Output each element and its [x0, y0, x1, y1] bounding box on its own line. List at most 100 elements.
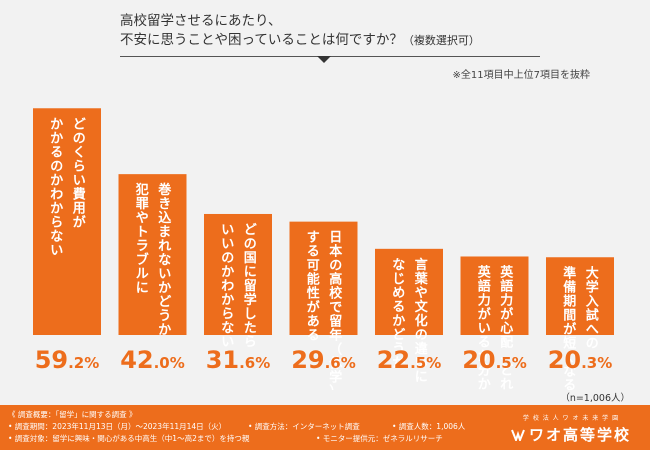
bar-3-label-char: 学 [244, 292, 257, 308]
bar-3-label-char: い [221, 335, 234, 350]
bar-7-label-char: な [563, 364, 576, 379]
survey-provider: • モニター提供元：ゼネラルリサーチ [316, 434, 443, 443]
logo-name: ワオ高等学校 [528, 426, 631, 444]
bar-2 [118, 174, 187, 335]
bar-3-label-char: 国 [244, 251, 257, 266]
school-logo: 学 校 法 人 ワ オ 未 来 学 園 ワオ高等学校 [506, 413, 636, 445]
survey-target: • 調査対象：留学に興味・関心がある中高生（中1～高2まで）を持つ親 [8, 434, 250, 443]
bar-4-label-char: る [307, 245, 320, 260]
survey-respondents: • 調査人数：1,006人 [392, 422, 466, 431]
bar-2-label-char: に [136, 281, 149, 296]
bar-3-label-char: た [244, 321, 257, 336]
bar-7-label-char: の [586, 336, 599, 351]
bar-4-label-char: 年 [329, 328, 342, 344]
title-question: 不安に思うことや困っていることは何ですか？ [120, 32, 403, 48]
bar-6-label-char: か [478, 377, 491, 390]
bar-5-label-char: か [392, 314, 405, 329]
bar-5-label-char: 化 [415, 313, 428, 329]
bar-6-label-char: 力 [500, 292, 513, 308]
bar-2-label-char: 巻 [157, 182, 172, 198]
bar-1-label-char: か [50, 117, 63, 132]
bar-6-label-char: か [478, 349, 491, 364]
chart-title: 高校留学させるにあたり、 不安に思うことや困っていることは何ですか？（複数選択可… [120, 12, 540, 50]
bar-7-label-char: 準 [563, 265, 576, 281]
bar-1-label-char: ど [73, 117, 86, 132]
bar-6-label-char: 力 [478, 292, 491, 308]
bar-2-label-char: ど [158, 295, 171, 310]
bar-1-label-char: ら [50, 215, 63, 230]
bar-3-label-char: な [221, 321, 234, 336]
bar-7-label-char: が [563, 321, 576, 337]
bar-5-label-char: 文 [415, 299, 429, 315]
logo-name-wrapper: ワオ高等学校 [506, 424, 636, 445]
bar-3-label-char: の [244, 237, 257, 252]
bar-6-label-char: 、 [500, 349, 513, 364]
bar-4-label-char: 可 [307, 259, 320, 274]
survey-method: • 調査方法：インターネット調査 [248, 422, 360, 431]
bar-7-label-char: 入 [586, 294, 599, 309]
bar-6-label-char: が [500, 306, 513, 322]
bar-2-label-char: ト [136, 225, 149, 240]
bar-7-label-char: 短 [563, 335, 576, 351]
bar-5-label-char: や [415, 286, 428, 301]
bar-3-label-char: し [244, 307, 257, 322]
subset-note: ※全11項目中上位7項目を抜粋 [452, 70, 590, 81]
bar-5 [375, 248, 443, 335]
bar-5-label-char: う [392, 342, 405, 357]
bar-1-label-char: 費 [73, 186, 86, 202]
bar-5-label-char: め [392, 286, 405, 301]
title-line-1: 高校留学させるにあたり、 [120, 13, 282, 29]
logo-subtitle: 学 校 法 人 ワ オ 未 来 学 園 [522, 415, 620, 422]
bar-4-label-char: が [307, 300, 320, 316]
bar-1-label-char: が [73, 214, 86, 230]
bar-4-label-char: 日 [329, 231, 342, 246]
bar-4-label-char: 能 [307, 272, 320, 288]
bar-3-label-char: ら [221, 307, 234, 322]
bar-5-label-char: な [392, 258, 405, 273]
bar-2-label-char: ま [158, 225, 171, 240]
bar-5-label-char: の [415, 328, 428, 343]
bar-6-label-char: 分 [478, 362, 491, 378]
bar-6-label-char: が [478, 306, 491, 322]
bar-7-label-char: 期 [563, 294, 576, 309]
bar-1-label-char: な [50, 229, 63, 244]
bar-4-label-char: ） [329, 384, 342, 390]
bar-5-value-label: 22.5% [377, 346, 442, 374]
bar-7-label-char: 間 [563, 308, 576, 323]
bar-5-label-char: 違 [415, 341, 428, 357]
bar-7-label-char: 備 [563, 279, 576, 295]
bar-1-label-char: 用 [72, 201, 86, 216]
bar-4-label-char: 本 [329, 244, 342, 260]
bar-5-label-char: に [415, 370, 428, 385]
bar-4-label-char: 高 [329, 272, 342, 288]
bar-1-label-char: る [50, 145, 63, 160]
bar-1-label-char: の [50, 159, 63, 174]
survey-footer: 《 調査概要：「留学」に関する調査 》 • 調査期間：2023年11月13日（月… [0, 405, 650, 450]
bar-3-label-char: 留 [244, 278, 257, 294]
bar-1-label-char: か [50, 131, 63, 146]
bar-3-label-char: ど [244, 223, 257, 238]
bar-5-label-char: る [392, 300, 405, 315]
bar-7-label-char: 大 [586, 265, 599, 281]
bar-7-label-char: く [563, 350, 576, 365]
survey-period: • 調査期間：2023年11月13日（月）～2023年11月14日（火） [8, 422, 227, 431]
bar-1-label-char: ら [73, 159, 86, 174]
bar-4-value-label: 29.6% [291, 346, 356, 374]
bar-4-label-char: あ [307, 315, 320, 330]
bar-5-label-char: 言 [415, 257, 428, 273]
bar-5-label-char: 葉 [414, 271, 429, 287]
bar-2-label-char: 込 [158, 210, 172, 226]
bar-4-label-char: （ [329, 342, 342, 358]
bar-5-label-char: か [392, 356, 405, 371]
bar-4-label-char: 留 [329, 314, 342, 330]
bar-1-label-char: い [50, 243, 63, 258]
bar-2-label-char: き [158, 197, 171, 212]
bar-2-label-char: や [136, 211, 149, 226]
bar-3-label-char: い [221, 237, 234, 252]
bar-3-value-label: 31.6% [206, 346, 271, 374]
bar-6-label-char: 英 [499, 264, 514, 280]
bar-2-label-char: い [158, 267, 171, 282]
bar-7 [546, 257, 614, 335]
bar-4-label-char: す [307, 231, 320, 246]
bar-4 [289, 221, 358, 335]
